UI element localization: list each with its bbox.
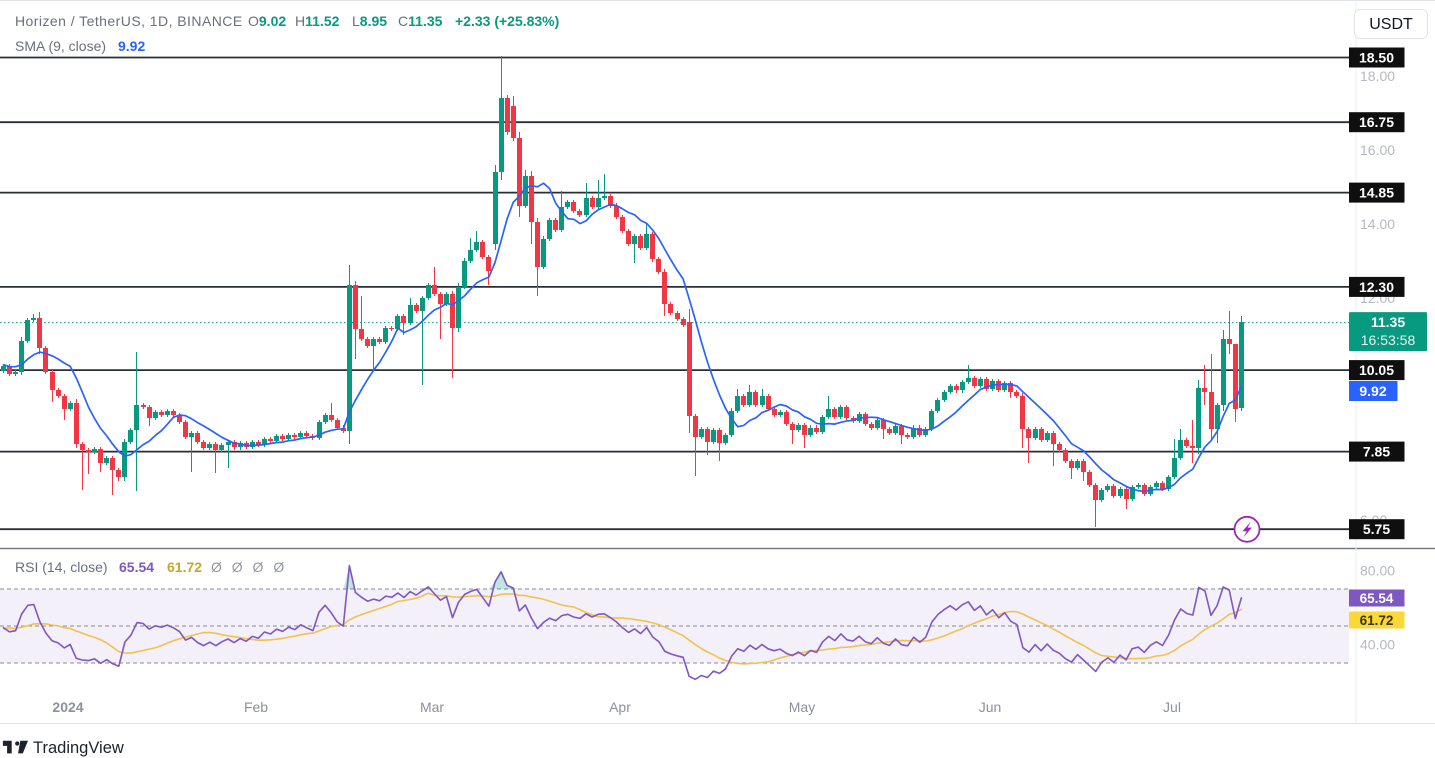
- svg-text:Feb: Feb: [244, 699, 268, 715]
- svg-text:16:53:58: 16:53:58: [1361, 332, 1416, 348]
- svg-text:RSI (14, close): RSI (14, close): [15, 559, 108, 575]
- svg-text:61.72: 61.72: [1360, 613, 1394, 628]
- svg-text:Horizen / TetherUS, 1D, BINANC: Horizen / TetherUS, 1D, BINANCE: [15, 13, 243, 29]
- svg-text:65.54: 65.54: [119, 559, 154, 575]
- svg-text:9.92: 9.92: [118, 38, 145, 54]
- svg-text:7.85: 7.85: [1363, 444, 1390, 460]
- svg-text:SMA (9, close): SMA (9, close): [15, 38, 106, 54]
- svg-text:16.00: 16.00: [1360, 142, 1395, 158]
- svg-text:2024: 2024: [52, 699, 83, 715]
- svg-text:11.35: 11.35: [1371, 314, 1405, 330]
- svg-text:L8.95: L8.95: [352, 13, 387, 29]
- svg-text:14.85: 14.85: [1359, 185, 1394, 201]
- svg-text:40.00: 40.00: [1360, 637, 1395, 653]
- svg-text:65.54: 65.54: [1360, 591, 1394, 606]
- svg-text:12.30: 12.30: [1359, 279, 1394, 295]
- svg-text:Jul: Jul: [1163, 699, 1181, 715]
- svg-text:14.00: 14.00: [1360, 216, 1395, 232]
- svg-text:Mar: Mar: [420, 699, 444, 715]
- svg-text:May: May: [789, 699, 815, 715]
- svg-text:9.92: 9.92: [1359, 383, 1386, 399]
- svg-text:16.75: 16.75: [1359, 114, 1394, 130]
- svg-text:TradingView: TradingView: [33, 739, 124, 757]
- svg-text:5.75: 5.75: [1363, 521, 1390, 537]
- svg-text:C11.35: C11.35: [398, 13, 443, 29]
- svg-text:Ø Ø Ø Ø: Ø Ø Ø Ø: [211, 559, 287, 575]
- svg-text:10.05: 10.05: [1359, 362, 1394, 378]
- svg-text:USDT: USDT: [1369, 16, 1413, 33]
- svg-text:+2.33 (+25.83%): +2.33 (+25.83%): [455, 13, 559, 29]
- svg-text:O9.02: O9.02: [248, 13, 286, 29]
- svg-text:18.50: 18.50: [1359, 50, 1394, 66]
- svg-text:61.72: 61.72: [167, 559, 202, 575]
- svg-text:Apr: Apr: [609, 699, 631, 715]
- svg-text:18.00: 18.00: [1360, 68, 1395, 84]
- svg-text:80.00: 80.00: [1360, 563, 1395, 579]
- svg-text:H11.52: H11.52: [295, 13, 340, 29]
- svg-text:Jun: Jun: [979, 699, 1002, 715]
